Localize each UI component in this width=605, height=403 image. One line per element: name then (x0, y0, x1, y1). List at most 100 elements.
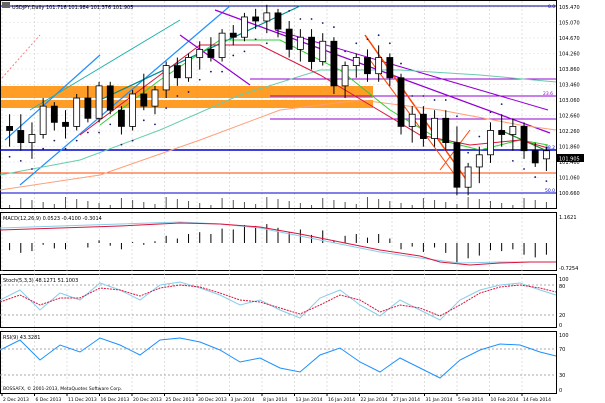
trendline-purple-long[interactable] (214, 9, 551, 134)
sar-dot (98, 131, 100, 134)
sar-dot (19, 159, 22, 162)
candle[interactable] (274, 12, 282, 30)
sar-dot (53, 139, 56, 142)
candle[interactable] (364, 57, 371, 75)
candle[interactable] (319, 40, 327, 62)
candle[interactable] (520, 126, 528, 152)
candle[interactable] (341, 65, 349, 87)
time-tick-label: 14 Feb 2014 (523, 397, 551, 403)
candle[interactable] (464, 166, 472, 188)
sar-dot (154, 123, 156, 126)
candle[interactable] (196, 48, 204, 58)
stoch-main-line (0, 281, 557, 321)
candle[interactable] (431, 117, 438, 139)
candle[interactable] (6, 126, 13, 131)
sar-dot (333, 26, 335, 28)
candle[interactable] (118, 109, 125, 127)
candle[interactable] (62, 121, 69, 127)
sar-dot (109, 123, 112, 126)
stoch-tick-100: 100 (559, 277, 569, 283)
macd-line (0, 221, 556, 264)
candle[interactable] (151, 89, 159, 107)
candle[interactable] (352, 57, 360, 66)
candle[interactable] (185, 57, 192, 79)
resistance-zone-lower[interactable] (1, 100, 373, 108)
time-tick-label: 20 Dec 2013 (133, 397, 162, 403)
candle[interactable] (531, 150, 539, 164)
sar-dot (64, 147, 67, 150)
candle[interactable] (386, 57, 394, 79)
price-tick-label: 104.670 (559, 36, 580, 42)
candle[interactable] (39, 105, 47, 135)
candle[interactable] (475, 154, 483, 168)
candle[interactable] (84, 97, 92, 119)
candle[interactable] (241, 16, 248, 38)
candle[interactable] (50, 105, 58, 123)
candle[interactable] (140, 93, 148, 107)
sar-dot (209, 70, 212, 73)
candle[interactable] (106, 85, 114, 111)
trendline-red-down[interactable] (364, 34, 471, 186)
rsi-pane[interactable] (0, 331, 557, 394)
trendline-blue-2[interactable] (19, 5, 231, 186)
candle[interactable] (330, 40, 338, 87)
time-tick-label: 2 Dec 2013 (3, 397, 29, 403)
sar-dot (165, 107, 168, 110)
trendline-teal-2[interactable] (29, 19, 181, 111)
sar-dot (86, 131, 89, 134)
candle[interactable] (218, 32, 226, 58)
trendline-purple-short[interactable] (179, 34, 251, 86)
price-tick-label: 101.460 (559, 160, 580, 166)
stoch-pane[interactable] (0, 274, 557, 328)
sar-dot (198, 78, 201, 81)
price-tick-label: 104.260 (559, 52, 580, 58)
moving-average-teal (0, 69, 557, 176)
candle[interactable] (173, 65, 181, 79)
candle[interactable] (129, 93, 137, 127)
candle[interactable] (229, 32, 237, 38)
current-price-label: 101.905 (559, 157, 580, 163)
rsi-tick-100: 100 (559, 333, 569, 339)
candle[interactable] (375, 57, 383, 75)
candle[interactable] (95, 85, 103, 119)
candle[interactable] (285, 28, 293, 50)
sar-dot (523, 168, 525, 170)
candle[interactable] (73, 97, 81, 127)
candle[interactable] (453, 142, 461, 188)
candle[interactable] (419, 113, 427, 139)
candle[interactable] (509, 126, 517, 135)
symbol-label: USDJPY,Daily 101.716 101.984 101.376 101… (12, 5, 133, 11)
symbol-icon (2, 2, 10, 8)
candle[interactable] (498, 130, 506, 135)
current-price-marker (557, 154, 584, 162)
candle[interactable] (308, 36, 315, 62)
fib-0-label: 0.0 (548, 4, 555, 10)
price-tick-label: 105.470 (559, 5, 580, 11)
candle[interactable] (28, 134, 36, 144)
sar-dot (142, 119, 145, 122)
price-tick-label: 105.070 (559, 21, 580, 27)
candle[interactable] (487, 130, 494, 156)
macd-tick-top: 1.1621 (559, 215, 577, 221)
candle[interactable] (17, 130, 25, 144)
candle[interactable] (442, 117, 450, 144)
candle[interactable] (263, 12, 271, 22)
sar-dot (489, 111, 492, 114)
sar-dot (299, 18, 302, 20)
candle[interactable] (162, 65, 170, 91)
candlestick-series[interactable] (6, 4, 550, 196)
trendline-dotted-red[interactable] (1, 34, 41, 79)
candle[interactable] (397, 77, 405, 127)
candle[interactable] (296, 36, 304, 50)
sar-dot (176, 95, 179, 97)
time-tick-label: 25 Dec 2013 (166, 397, 195, 403)
candle[interactable] (252, 16, 260, 22)
candle[interactable] (408, 113, 416, 127)
volume-bars (9, 197, 547, 208)
resistance-zone[interactable] (1, 86, 373, 98)
candle[interactable] (543, 150, 550, 160)
candle[interactable] (207, 48, 215, 58)
sar-dot (500, 103, 503, 106)
time-tick-label: 8 Jan 2014 (263, 397, 287, 403)
